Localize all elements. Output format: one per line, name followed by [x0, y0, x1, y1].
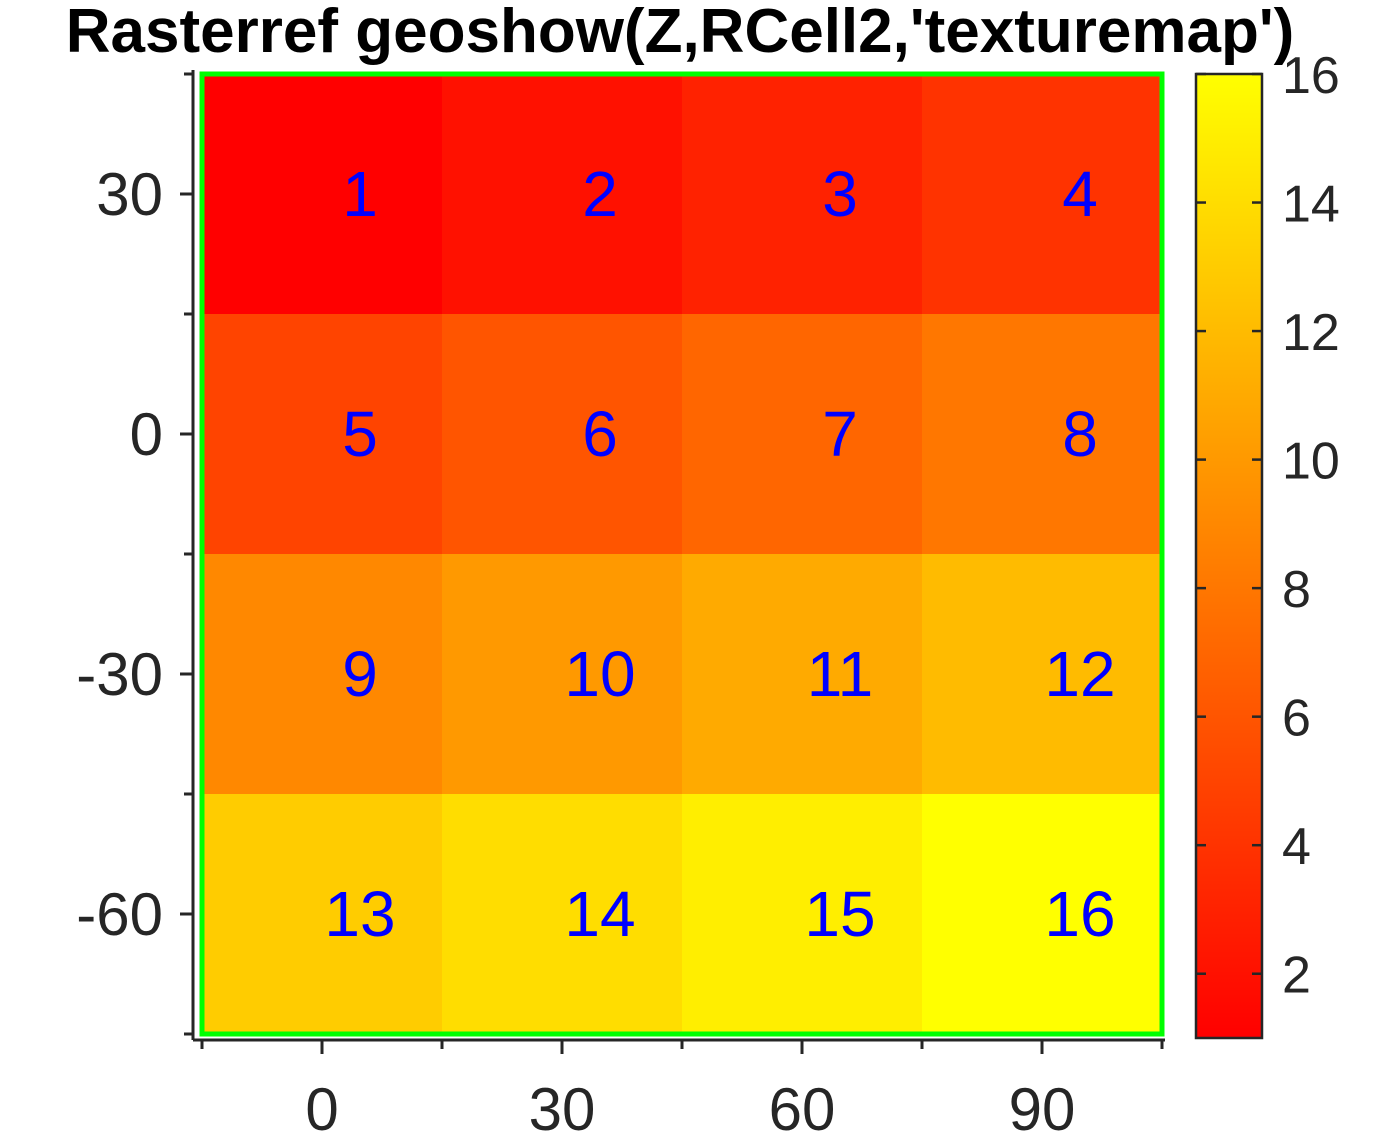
raster-cell-4 — [922, 74, 1163, 315]
colorbar-tick-label: 12 — [1282, 304, 1340, 362]
cell-value-label: 9 — [342, 638, 378, 710]
raster-cell-12 — [922, 554, 1163, 795]
colorbar-tick-label: 2 — [1282, 947, 1311, 1005]
raster-cell-8 — [922, 314, 1163, 555]
colorbar-tick-label: 14 — [1282, 176, 1340, 234]
cell-value-label: 8 — [1062, 398, 1098, 470]
cell-value-label: 14 — [564, 878, 635, 950]
raster-cell-3 — [682, 74, 923, 315]
raster-cell-6 — [442, 314, 683, 555]
cell-value-label: 4 — [1062, 158, 1098, 230]
raster-cell-11 — [682, 554, 923, 795]
x-tick-label: 60 — [769, 1076, 836, 1134]
y-tick-label: 30 — [96, 161, 163, 228]
cell-value-label: 6 — [582, 398, 618, 470]
raster-cell-2 — [442, 74, 683, 315]
chart-title: Rasterref geoshow(Z,RCell2,'texturemap') — [66, 0, 1294, 66]
raster-cell-10 — [442, 554, 683, 795]
frame-border — [199, 71, 1165, 1037]
cell-value-label: 3 — [822, 158, 858, 230]
y-tick-label: 0 — [130, 401, 163, 468]
colorbar-gradient — [1194, 72, 1264, 1040]
cell-value-label: 11 — [807, 638, 873, 710]
raster-cell-7 — [682, 314, 923, 555]
colorbar-tick-label: 6 — [1282, 690, 1311, 748]
raster-cell-16 — [922, 794, 1163, 1035]
axes: 0 30 60 90 30 0 -30 -60 — [76, 70, 1165, 1134]
colorbar: 2 4 6 8 10 12 14 16 — [1194, 47, 1340, 1040]
raster-cell-9 — [202, 554, 443, 795]
raster-cell-15 — [682, 794, 923, 1035]
cell-value-label: 16 — [1044, 878, 1115, 950]
cell-value-label: 13 — [324, 878, 395, 950]
cell-value-label: 12 — [1044, 638, 1115, 710]
raster-cell-1 — [202, 74, 443, 315]
x-tick-label: 90 — [1009, 1076, 1076, 1134]
raster-cell-14 — [442, 794, 683, 1035]
raster-cell-5 — [202, 314, 443, 555]
x-tick-label: 30 — [529, 1076, 596, 1134]
cell-value-label: 5 — [342, 398, 378, 470]
raster-cell-13 — [202, 794, 443, 1035]
colorbar-tick-label: 8 — [1282, 561, 1311, 619]
cell-value-label: 15 — [804, 878, 875, 950]
colorbar-tick-label: 10 — [1282, 433, 1340, 491]
cell-value-label: 1 — [342, 158, 378, 230]
y-tick-label: -30 — [76, 641, 163, 708]
cell-value-label: 10 — [564, 638, 635, 710]
x-tick-label: 0 — [305, 1076, 338, 1134]
colorbar-tick-label: 4 — [1282, 818, 1311, 876]
y-tick-label: -60 — [76, 881, 163, 948]
cell-value-label: 7 — [822, 398, 858, 470]
map-frame — [199, 71, 1165, 1037]
colorbar-tick-label: 16 — [1282, 47, 1340, 105]
cell-value-label: 2 — [582, 158, 618, 230]
